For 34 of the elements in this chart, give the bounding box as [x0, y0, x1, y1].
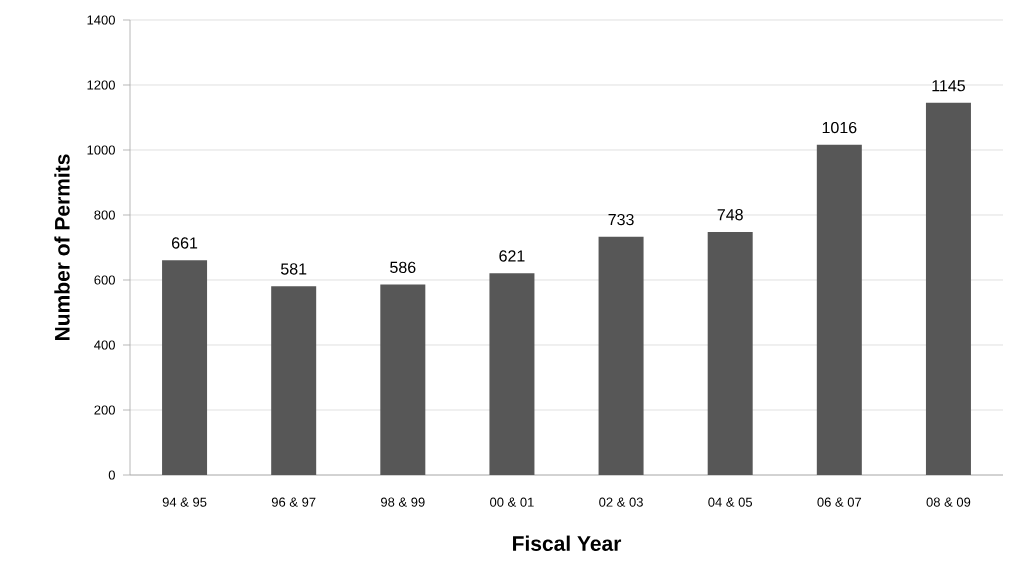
data-label: 1016 [822, 121, 857, 134]
bar [598, 236, 644, 475]
data-label: 621 [499, 250, 525, 262]
y-tick-label: 600 [94, 275, 115, 285]
x-tick-label: 98 & 99 [381, 497, 425, 507]
x-tick-label: 02 & 03 [599, 497, 643, 507]
y-tick-label: 1200 [87, 80, 115, 90]
bar [816, 144, 862, 475]
y-tick-label: 200 [94, 405, 115, 415]
bar [380, 284, 426, 475]
bar [489, 273, 535, 475]
y-tick-label: 1400 [87, 15, 115, 25]
x-tick-label: 96 & 97 [271, 497, 316, 507]
data-label: 748 [717, 209, 743, 221]
bar [707, 231, 753, 475]
y-tick-label: 400 [94, 340, 115, 350]
y-axis-title: Number of Permits [54, 154, 70, 341]
x-tick-label: 00 & 01 [490, 497, 534, 507]
x-tick-label: 08 & 09 [926, 497, 971, 507]
data-label: 733 [608, 213, 634, 226]
x-axis-title: Fiscal Year [513, 535, 622, 551]
y-tick-label: 0 [108, 470, 115, 480]
x-tick-label: 94 & 95 [162, 497, 207, 507]
x-tick-label: 06 & 07 [817, 497, 862, 507]
data-label: 586 [390, 261, 416, 274]
y-tick-label: 800 [94, 210, 115, 220]
data-label: 1145 [932, 80, 965, 92]
data-label: 581 [280, 263, 307, 275]
bar [925, 102, 971, 475]
data-label: 661 [172, 237, 198, 249]
x-tick-label: 04 & 05 [708, 497, 753, 507]
bar [162, 260, 208, 475]
bar [271, 286, 317, 475]
y-tick-label: 1000 [87, 145, 115, 155]
